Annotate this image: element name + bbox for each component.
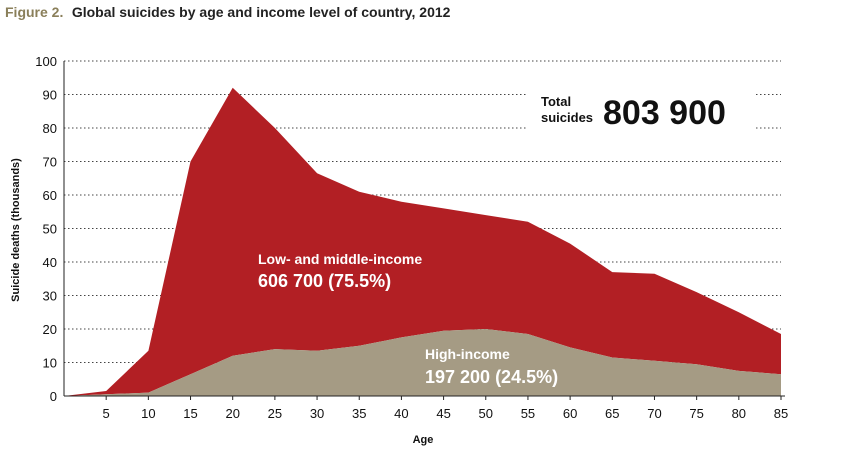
- axes: [63, 61, 785, 400]
- total-box: Total suicides 803 900: [527, 82, 755, 132]
- area-series: [64, 87, 781, 397]
- x-tick-label-5: 5: [103, 406, 110, 421]
- x-tick-label-45: 45: [436, 406, 450, 421]
- area-high-income: [64, 329, 781, 396]
- total-box-background: [527, 82, 755, 130]
- lmic-label: Low- and middle-income: [258, 251, 422, 267]
- area-low-and-middle-income: [64, 87, 781, 397]
- y-tick-label-20: 20: [43, 322, 57, 337]
- hic-value: 197 200 (24.5%): [425, 367, 558, 387]
- x-tick-labels: 5 10 15 20 25 30 35 40 45 50 55 60 65 70 75 80 85: [103, 406, 789, 421]
- hic-annotation: High-income 197 200 (24.5%): [425, 346, 558, 387]
- x-tick-label-65: 65: [605, 406, 619, 421]
- hic-label: High-income: [425, 346, 510, 362]
- y-tick-label-70: 70: [43, 155, 57, 170]
- x-tick-label-35: 35: [352, 406, 366, 421]
- x-tick-label-40: 40: [394, 406, 408, 421]
- total-label-line2: suicides: [541, 110, 593, 125]
- x-tick-label-20: 20: [225, 406, 239, 421]
- lmic-value: 606 700 (75.5%): [258, 271, 391, 291]
- y-tick-label-40: 40: [43, 255, 57, 270]
- x-tick-label-85: 85: [774, 406, 788, 421]
- x-tick-label-55: 55: [521, 406, 535, 421]
- y-tick-label-60: 60: [43, 188, 57, 203]
- y-tick-label-30: 30: [43, 289, 57, 304]
- y-tick-label-10: 10: [43, 356, 57, 371]
- lmic-annotation: Low- and middle-income 606 700 (75.5%): [258, 251, 422, 291]
- y-tick-label-80: 80: [43, 121, 57, 136]
- y-tick-label-90: 90: [43, 88, 57, 103]
- chart-title: Global suicides by age and income level …: [72, 4, 451, 20]
- x-tick-label-10: 10: [141, 406, 155, 421]
- x-tick-label-50: 50: [479, 406, 493, 421]
- x-tick-label-60: 60: [563, 406, 577, 421]
- total-value: 803 900: [603, 94, 726, 132]
- x-tick-label-25: 25: [268, 406, 282, 421]
- x-tick-label-15: 15: [183, 406, 197, 421]
- x-tick-label-70: 70: [647, 406, 661, 421]
- y-tick-label-0: 0: [50, 389, 57, 404]
- x-axis-label: Age: [413, 434, 434, 446]
- x-tick-label-80: 80: [732, 406, 746, 421]
- svg-text:Figure 2. Global suicide: Figure 2. Global suicides by age and inc…: [5, 4, 451, 21]
- x-tick-label-30: 30: [310, 406, 324, 421]
- y-tick-label-100: 100: [35, 54, 57, 69]
- y-axis-label: Suicide deaths (thousands): [10, 158, 22, 302]
- y-tick-label-50: 50: [43, 222, 57, 237]
- y-tick-labels: 0 10 20 30 40 50 60 70 80 90 100: [35, 54, 57, 404]
- x-tick-label-75: 75: [689, 406, 703, 421]
- figure-number: Figure 2.: [5, 4, 63, 20]
- total-label-line1: Total: [541, 94, 571, 109]
